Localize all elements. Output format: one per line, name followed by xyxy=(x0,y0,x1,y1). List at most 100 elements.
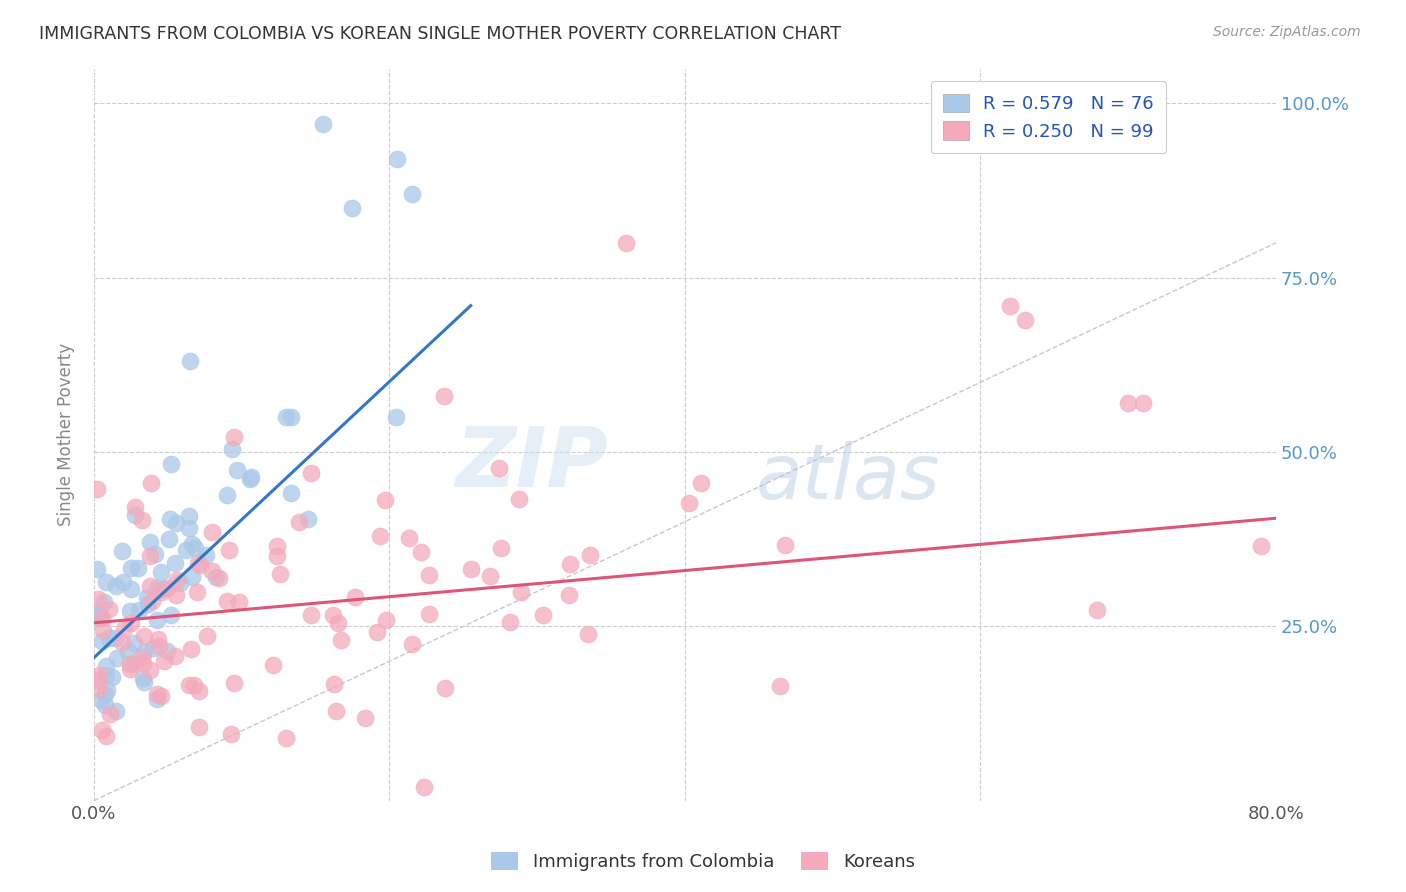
Point xyxy=(111,574,134,589)
Point xyxy=(142,640,165,655)
Point xyxy=(145,613,167,627)
Legend: R = 0.579   N = 76, R = 0.250   N = 99: R = 0.579 N = 76, R = 0.250 N = 99 xyxy=(931,81,1167,153)
Point xyxy=(145,581,167,595)
Point xyxy=(117,644,139,658)
Point xyxy=(165,588,187,602)
Point xyxy=(148,640,170,654)
Point xyxy=(136,598,159,612)
Point xyxy=(105,651,128,665)
Point xyxy=(418,607,440,621)
Point xyxy=(398,531,420,545)
Point xyxy=(531,607,554,622)
Point xyxy=(159,512,181,526)
Point xyxy=(773,538,796,552)
Point xyxy=(288,516,311,530)
Point xyxy=(132,645,155,659)
Point xyxy=(401,187,423,202)
Point xyxy=(100,670,122,684)
Point xyxy=(226,463,249,477)
Text: ZIP: ZIP xyxy=(456,424,609,504)
Point xyxy=(139,549,162,564)
Point xyxy=(138,579,160,593)
Point xyxy=(201,524,224,539)
Point xyxy=(146,632,169,646)
Point xyxy=(111,544,134,558)
Point xyxy=(177,509,200,524)
Point xyxy=(197,629,219,643)
Point xyxy=(156,644,179,658)
Point xyxy=(508,491,530,506)
Point xyxy=(204,570,226,584)
Point xyxy=(120,604,142,618)
Point xyxy=(280,486,302,500)
Point xyxy=(150,689,173,703)
Point xyxy=(998,299,1021,313)
Point xyxy=(218,542,240,557)
Point xyxy=(149,565,172,579)
Point xyxy=(187,556,209,570)
Point xyxy=(1116,396,1139,410)
Point xyxy=(215,594,238,608)
Point xyxy=(228,595,250,609)
Point xyxy=(166,573,188,587)
Point xyxy=(160,607,183,622)
Point xyxy=(98,706,121,721)
Point xyxy=(90,634,112,648)
Point xyxy=(90,693,112,707)
Point xyxy=(86,673,108,687)
Point xyxy=(169,575,191,590)
Point xyxy=(97,631,120,645)
Point xyxy=(510,585,533,599)
Point xyxy=(96,659,118,673)
Point xyxy=(141,475,163,490)
Point xyxy=(344,590,367,604)
Point xyxy=(325,705,347,719)
Point xyxy=(97,602,120,616)
Point xyxy=(132,657,155,671)
Point xyxy=(90,611,112,625)
Point xyxy=(328,616,350,631)
Point xyxy=(366,624,388,639)
Point xyxy=(86,591,108,606)
Point xyxy=(183,677,205,691)
Point xyxy=(385,152,408,166)
Point xyxy=(157,533,180,547)
Point xyxy=(224,676,246,690)
Point xyxy=(163,648,186,663)
Point xyxy=(91,624,114,638)
Point xyxy=(690,476,713,491)
Point xyxy=(342,201,364,215)
Point xyxy=(86,609,108,624)
Point xyxy=(134,675,156,690)
Point xyxy=(160,458,183,472)
Point xyxy=(385,410,408,425)
Point xyxy=(479,569,502,583)
Point xyxy=(375,614,398,628)
Point xyxy=(221,442,243,456)
Point xyxy=(1087,603,1109,617)
Point xyxy=(132,629,155,643)
Point xyxy=(368,529,391,543)
Point xyxy=(150,585,173,599)
Point xyxy=(146,692,169,706)
Point xyxy=(433,389,456,403)
Point xyxy=(266,549,288,563)
Point xyxy=(112,622,135,636)
Point xyxy=(576,627,599,641)
Point xyxy=(280,410,302,425)
Point xyxy=(614,235,637,250)
Point xyxy=(322,608,344,623)
Point xyxy=(94,698,117,712)
Point xyxy=(152,582,174,597)
Legend: Immigrants from Colombia, Koreans: Immigrants from Colombia, Koreans xyxy=(484,845,922,879)
Point xyxy=(190,558,212,572)
Point xyxy=(118,662,141,676)
Point xyxy=(120,561,142,575)
Point xyxy=(181,537,204,551)
Point xyxy=(118,657,141,672)
Point xyxy=(104,631,127,645)
Point xyxy=(86,611,108,625)
Point xyxy=(120,615,142,630)
Point xyxy=(274,731,297,745)
Point xyxy=(188,721,211,735)
